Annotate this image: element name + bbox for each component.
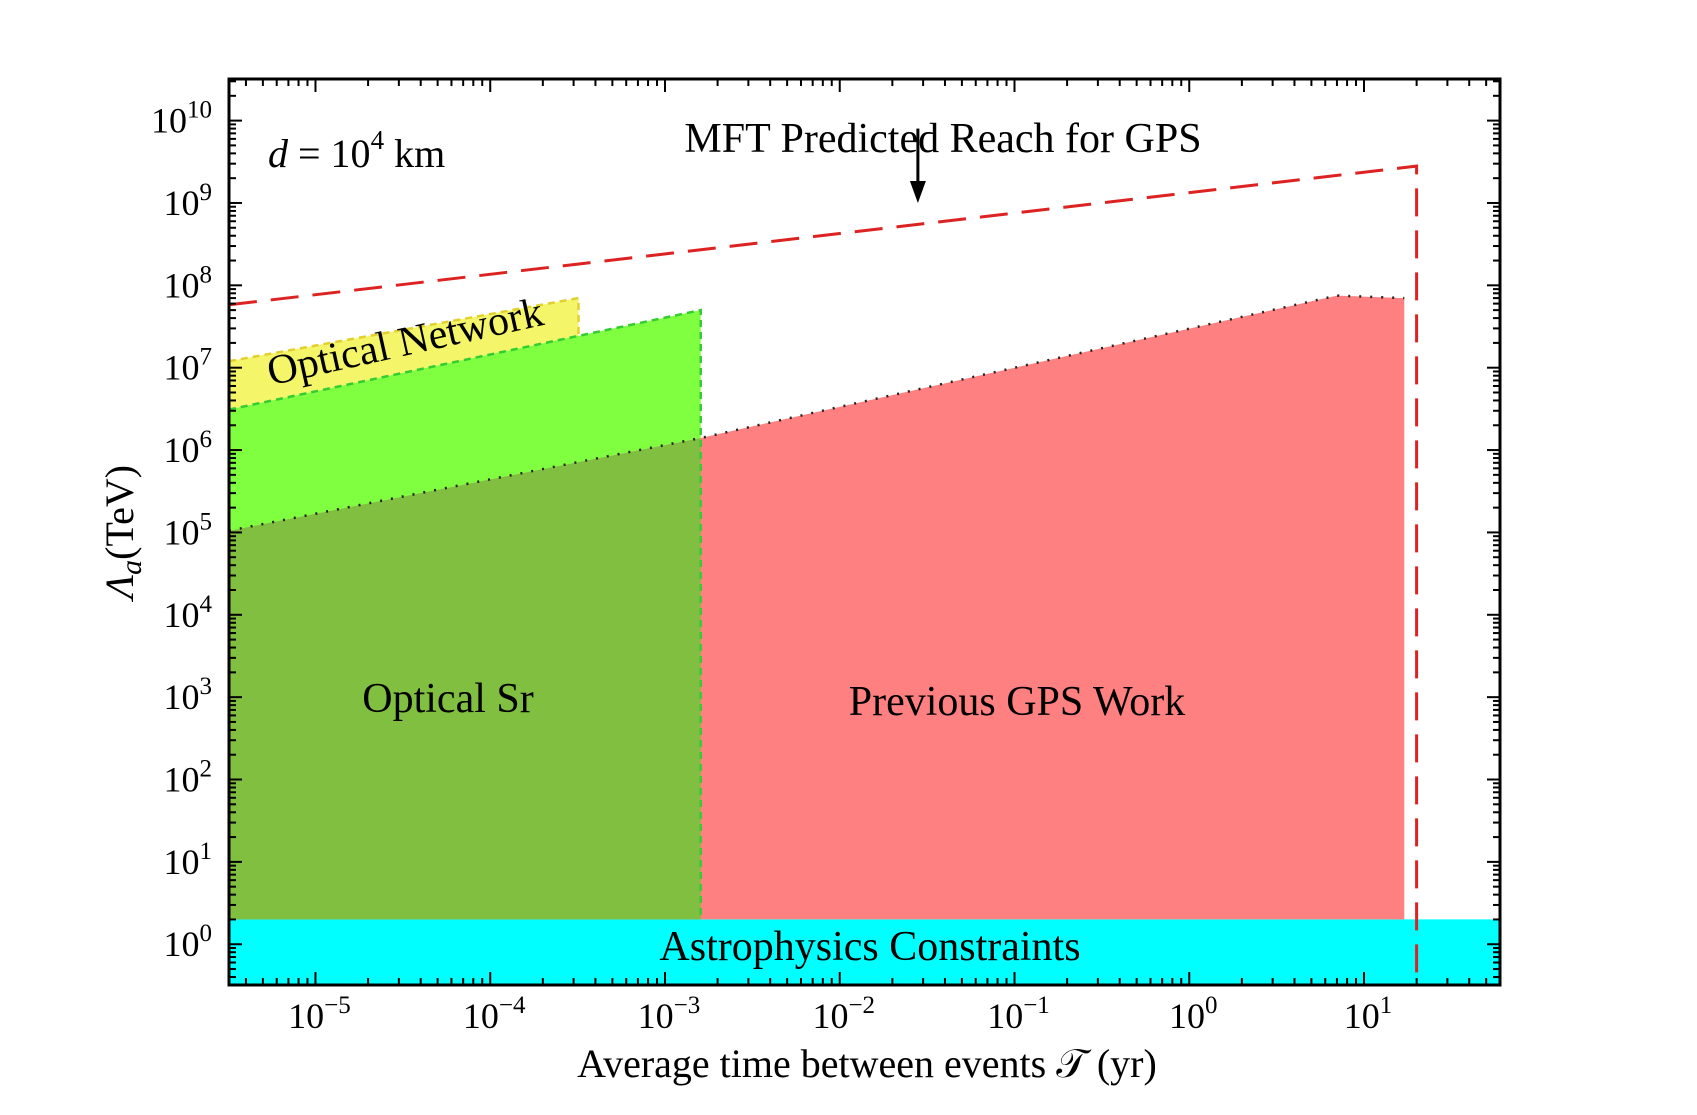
optical-sr-border	[229, 308, 702, 920]
y-tick-label: 103	[164, 673, 213, 717]
astrophysics-constraints-label: Astrophysics Constraints	[659, 924, 1080, 970]
x-tick-label: 10−2	[812, 992, 875, 1036]
y-tick-label: 104	[164, 591, 213, 635]
optical-sr-label: Optical Sr	[362, 676, 533, 722]
y-tick-label: 106	[164, 426, 213, 470]
y-tick-label: 107	[164, 344, 213, 388]
x-tick-label: 10−4	[463, 992, 526, 1036]
x-axis-label: Average time between events 𝒯 (yr)	[577, 1041, 1157, 1086]
x-tick-label: 100	[1169, 992, 1218, 1036]
optical-sr-overlap-region	[229, 438, 701, 920]
y-tick-label: 105	[164, 508, 213, 552]
x-tick-label: 10−5	[288, 992, 351, 1036]
previous-gps-work-label: Previous GPS Work	[849, 679, 1186, 725]
x-tick-label: 10−3	[638, 992, 701, 1036]
distance-annotation: d = 104 km	[268, 125, 445, 176]
y-tick-label: 109	[164, 179, 213, 223]
previous-gps-work-boundary	[229, 294, 1405, 532]
axis-tick-labels: 10−5 10−4 10−3 10−2 10−1 100 101 100 101 102 103 10…	[151, 97, 1392, 1036]
mft-predicted-reach-line	[229, 164, 1419, 985]
y-tick-label: 100	[164, 920, 213, 964]
y-axis-label: Λa(TeV)	[97, 465, 148, 603]
y-tick-label: 1010	[151, 97, 212, 141]
axis-ticks	[229, 79, 1501, 985]
data-regions	[229, 164, 1500, 985]
optical-network-region	[229, 298, 579, 410]
x-tick-label: 101	[1344, 992, 1393, 1036]
x-tick-label: 10−1	[987, 992, 1050, 1036]
y-tick-label: 101	[164, 838, 213, 882]
y-tick-label: 102	[164, 756, 213, 800]
astrophysics-constraints-region	[229, 919, 1500, 985]
mft-arrow	[909, 128, 926, 203]
mft-predicted-reach-label: MFT Predicted Reach for GPS	[684, 116, 1201, 162]
y-tick-label: 108	[164, 261, 213, 305]
optical-network-overlap-region	[229, 335, 579, 531]
